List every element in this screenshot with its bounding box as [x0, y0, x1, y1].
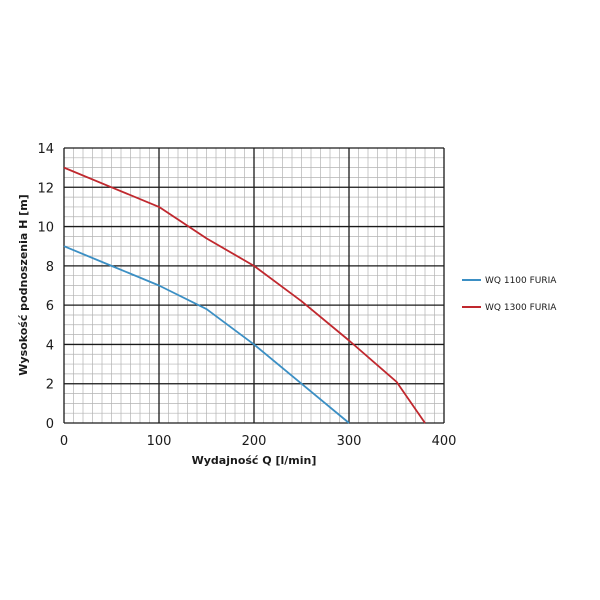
y-tick-label: 6: [46, 299, 54, 314]
legend: WQ 1100 FURIA WQ 1300 FURIA: [462, 276, 557, 313]
series-line-wq-1100-furia: [63, 245, 350, 424]
legend-label-wq-1300: WQ 1300 FURIA: [485, 303, 557, 313]
x-tick-label: 100: [147, 434, 172, 449]
x-tick-label: 0: [60, 434, 68, 449]
y-tick-label: 4: [46, 338, 54, 353]
legend-item-wq-1300: WQ 1300 FURIA: [462, 303, 557, 313]
x-axis-label: Wydajność Q [l/min]: [192, 454, 317, 467]
y-tick-label: 14: [37, 142, 54, 157]
minor-grid: [63, 147, 445, 424]
legend-item-wq-1100: WQ 1100 FURIA: [462, 276, 557, 286]
y-tick-label: 2: [46, 378, 54, 393]
x-tick-label: 300: [337, 434, 362, 449]
major-grid: [63, 147, 445, 424]
legend-label-wq-1100: WQ 1100 FURIA: [485, 276, 557, 286]
series-layer: [63, 166, 426, 424]
x-tick-label: 400: [432, 434, 457, 449]
y-tick-label: 12: [37, 181, 54, 196]
tick-labels: 0 100 200 300 400 0 2 4 6 8 10 12 14: [37, 142, 456, 449]
y-tick-label: 10: [37, 221, 54, 236]
y-tick-label: 8: [46, 260, 54, 275]
series-line-wq-1300-furia: [63, 166, 426, 424]
x-tick-label: 200: [242, 434, 267, 449]
y-tick-label: 0: [46, 417, 54, 432]
y-axis-label: Wysokość podnoszenia H [m]: [17, 194, 30, 375]
